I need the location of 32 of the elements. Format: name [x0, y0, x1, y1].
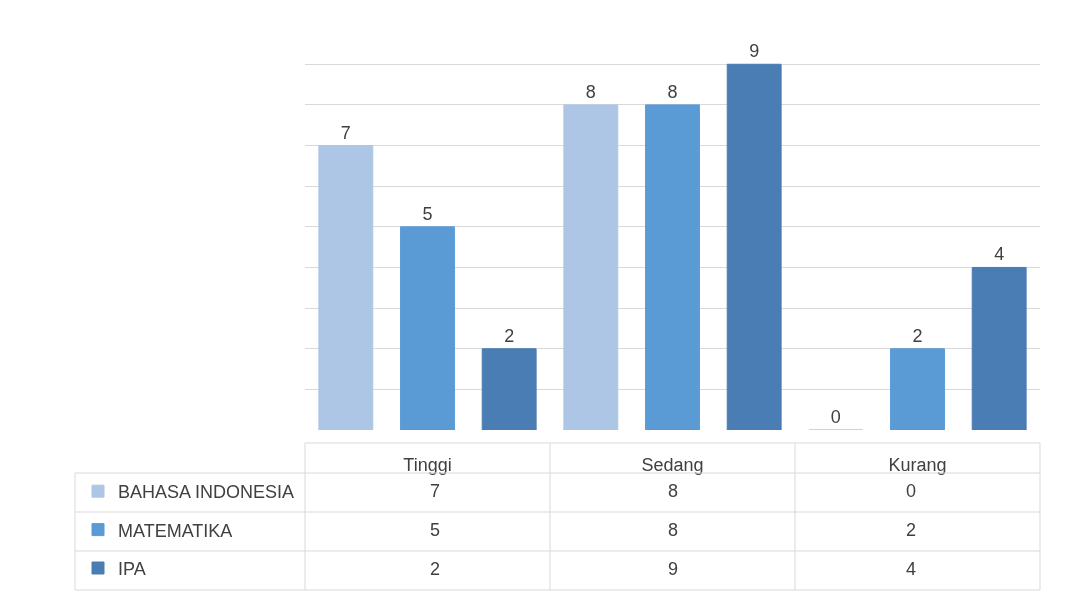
legend-label: MATEMATIKA — [118, 520, 233, 541]
data-label: 8 — [667, 81, 678, 102]
x-tick-label: Kurang — [888, 455, 947, 475]
text: 0 — [906, 481, 917, 501]
bar — [318, 145, 374, 430]
data-label: 2 — [912, 325, 923, 346]
bar — [726, 63, 782, 430]
data-label: 8 — [585, 81, 596, 102]
text: 2 — [906, 520, 917, 540]
data-label: 7 — [340, 122, 351, 143]
text: 2 — [430, 559, 441, 579]
bar — [481, 348, 537, 430]
text: 5 — [430, 520, 441, 540]
data-label: 4 — [994, 244, 1005, 265]
text: 7 — [430, 481, 441, 501]
bar — [400, 226, 455, 430]
text: 8 — [668, 520, 679, 540]
data-label: 0 — [830, 407, 841, 427]
bar — [971, 266, 1027, 430]
legend-label: IPA — [118, 559, 146, 580]
x-tick-label: Tinggi — [403, 455, 452, 475]
data-label: 2 — [504, 325, 515, 346]
text: 8 — [668, 481, 679, 501]
text: 9 — [668, 559, 679, 579]
x-tick-label: Sedang — [641, 455, 704, 475]
text: 4 — [906, 559, 917, 579]
data-label: 5 — [422, 203, 433, 224]
legend-label: BAHASA INDONESIA — [118, 482, 295, 503]
bar — [890, 348, 945, 430]
data-label: 9 — [749, 41, 760, 62]
bar — [645, 104, 700, 430]
bar — [563, 104, 619, 430]
